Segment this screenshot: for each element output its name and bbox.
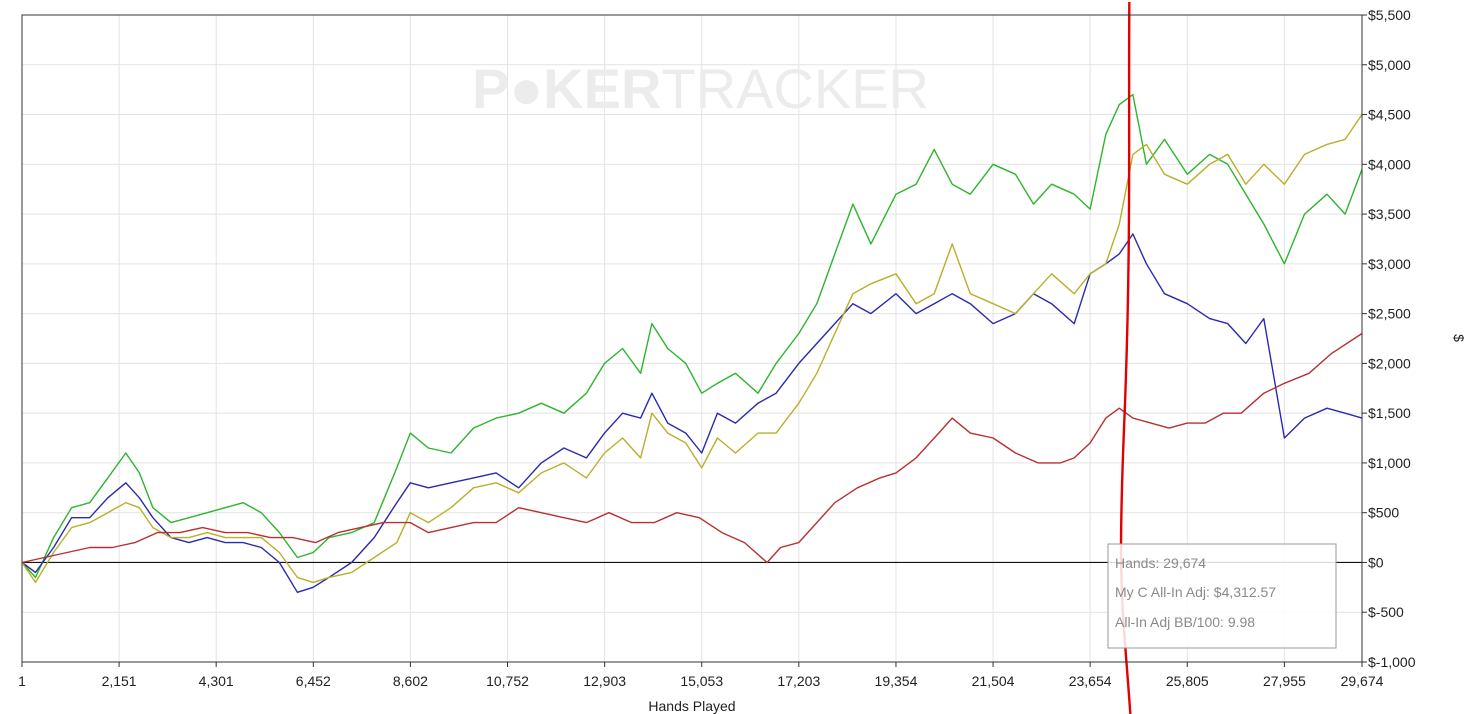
watermark-brand-bold: P●KER	[472, 57, 661, 120]
x-tick-label-13: 27,955	[1263, 673, 1306, 689]
x-tick-label-7: 15,053	[680, 673, 723, 689]
y-tick-label-4: $1,000	[1368, 455, 1411, 471]
x-tick-label-14: 29,674	[1341, 673, 1384, 689]
x-tick-label-2: 4,301	[199, 673, 234, 689]
tooltip-box	[1107, 543, 1337, 649]
series-lines	[21, 93, 1363, 593]
y-tick-label-11: $4,500	[1368, 107, 1411, 123]
plot-frame	[21, 14, 1363, 663]
x-tick-label-1: 2,151	[102, 673, 137, 689]
y-axis-title: $	[1451, 334, 1466, 342]
x-tick-label-10: 21,504	[972, 673, 1015, 689]
series-line-2	[21, 114, 1363, 584]
y-tick-label-5: $1,500	[1368, 405, 1411, 421]
x-tick-label-5: 10,752	[486, 673, 529, 689]
y-tick-label-12: $5,000	[1368, 57, 1411, 73]
y-tick-label-13: $5,500	[1368, 7, 1411, 23]
x-axis-title: Hands Played	[648, 698, 735, 714]
x-tick-label-9: 19,354	[875, 673, 918, 689]
x-tick-label-3: 6,452	[296, 673, 331, 689]
x-tick-label-11: 23,654	[1069, 673, 1112, 689]
tooltip-bb-per-100: All-In Adj BB/100: 9.98	[1115, 614, 1255, 630]
x-tick-label-12: 25,805	[1166, 673, 1209, 689]
series-line-1	[21, 233, 1363, 593]
y-tick-label-8: $3,000	[1368, 256, 1411, 272]
y-tick-label-10: $4,000	[1368, 156, 1411, 172]
x-tick-label-6: 12,903	[583, 673, 626, 689]
y-tick-label-9: $3,500	[1368, 206, 1411, 222]
svg-text:P●KERTRACKER: P●KERTRACKER	[472, 57, 929, 120]
series-line-0	[21, 93, 1363, 579]
watermark: P●KERTRACKER	[472, 57, 929, 120]
tooltip-hands: Hands: 29,674	[1115, 555, 1206, 571]
series-line-3	[21, 332, 1363, 564]
y-tick-label-6: $2,000	[1368, 355, 1411, 371]
y-tick-label-2: $0	[1368, 554, 1384, 570]
x-tick-label-4: 8,602	[393, 673, 428, 689]
watermark-brand-light: TRACKER	[661, 57, 929, 120]
y-tick-label-1: $-500	[1368, 604, 1404, 620]
y-tick-label-7: $2,500	[1368, 306, 1411, 322]
y-axis-ticks: $-1,000 $-500 $0 $500 $1,000 $1,500 $2,000 $2,5…	[1362, 7, 1416, 670]
y-tick-label-0: $-1,000	[1368, 654, 1416, 670]
x-tick-label-0: 1	[18, 673, 26, 689]
x-tick-label-8: 17,203	[777, 673, 820, 689]
y-tick-label-3: $500	[1368, 505, 1399, 521]
hover-tooltip: Hands: 29,674 My C All-In Adj: $4,312.57…	[1107, 543, 1337, 649]
tooltip-all-in-adj: My C All-In Adj: $4,312.57	[1115, 584, 1276, 600]
x-axis-ticks: 1 2,151 4,301 6,452 8,602 10,752 12,903 15,053 1…	[18, 662, 1384, 689]
